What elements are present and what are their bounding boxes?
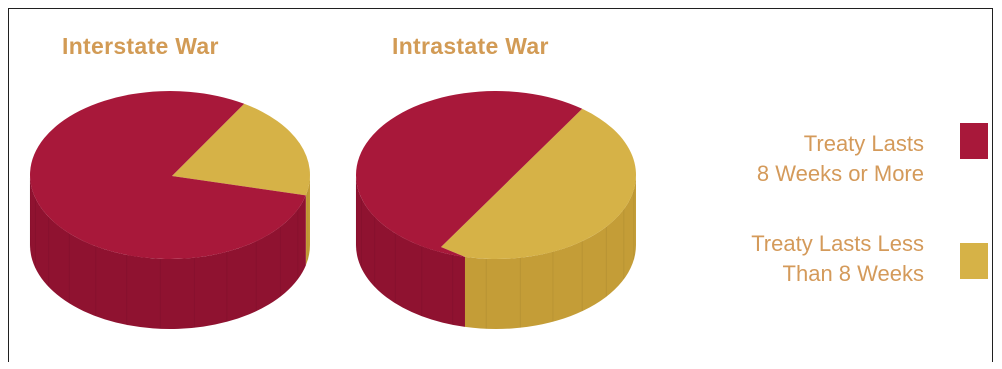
legend-item-2-line2: Than 8 Weeks	[782, 261, 924, 286]
slice-long-treaty-side	[356, 175, 465, 327]
slice-short-treaty-side	[464, 175, 636, 329]
legend-item-2-swatch	[960, 243, 988, 279]
slice-long-treaty-side	[29, 175, 306, 330]
chart-title-interstate: Interstate War	[62, 33, 219, 59]
intrastate-pie	[355, 90, 636, 329]
legend-item-1-label: Treaty Lasts 8 Weeks or More	[757, 129, 924, 189]
slice-short-treaty	[441, 108, 636, 259]
legend-item-1-line2: 8 Weeks or More	[756, 161, 924, 186]
legend-item-1-swatch	[960, 123, 988, 159]
chart-title-intrastate: Intrastate War	[392, 33, 549, 59]
interstate-pie	[29, 91, 310, 330]
slice-short-treaty	[172, 103, 310, 196]
slice-long-treaty	[356, 90, 583, 257]
legend-item-2-line1: Treaty Lasts Less	[751, 231, 924, 256]
slice-short-treaty-side	[305, 175, 310, 266]
legend-item-2-label: Treaty Lasts Less Than 8 Weeks	[751, 229, 924, 289]
legend-item-1-line1: Treaty Lasts	[803, 131, 924, 156]
slice-long-treaty	[30, 91, 306, 259]
